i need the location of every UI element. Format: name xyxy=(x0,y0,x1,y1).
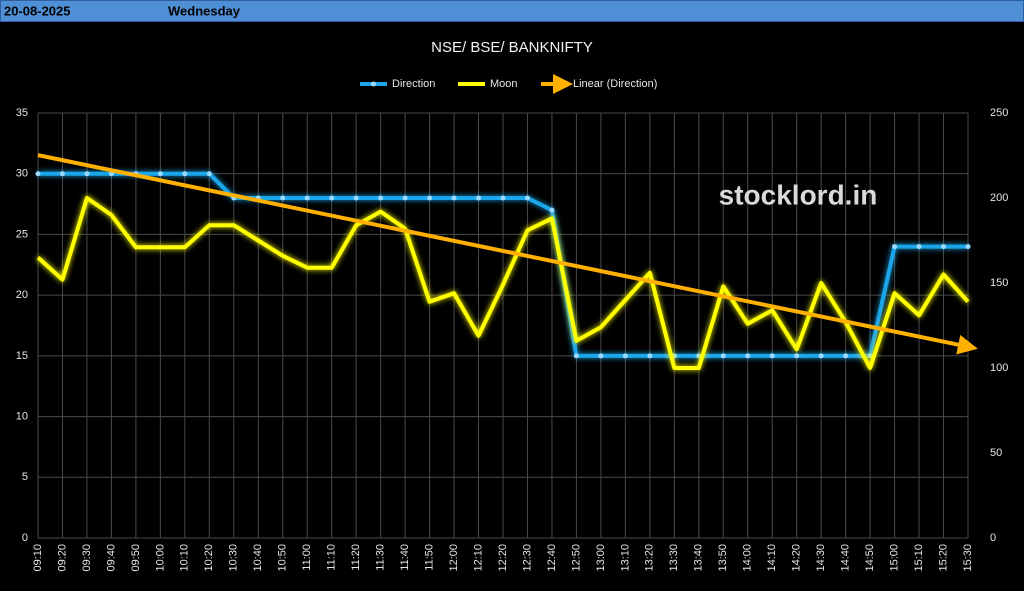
series-marker xyxy=(476,195,482,201)
x-tick-label: 09:10 xyxy=(32,544,44,572)
y-tick-label: 15 xyxy=(16,350,28,362)
y2-tick-label: 50 xyxy=(990,447,1002,459)
series-marker xyxy=(59,171,65,177)
series-marker xyxy=(941,244,947,250)
series-marker xyxy=(818,353,824,359)
y-tick-label: 35 xyxy=(16,107,28,119)
series-marker xyxy=(182,171,188,177)
y-tick-label: 10 xyxy=(16,410,28,422)
series-marker xyxy=(867,353,873,359)
x-tick-label: 09:20 xyxy=(56,544,68,572)
series-marker xyxy=(843,353,849,359)
series-marker xyxy=(916,244,922,250)
y2-tick-label: 0 xyxy=(990,532,996,544)
x-tick-label: 13:00 xyxy=(595,544,607,572)
x-tick-label: 15:20 xyxy=(937,544,949,572)
x-tick-label: 10:30 xyxy=(228,544,240,572)
header-date: 20-08-2025 xyxy=(4,3,71,18)
y2-tick-label: 250 xyxy=(990,107,1008,119)
x-tick-label: 14:40 xyxy=(840,544,852,572)
series-marker xyxy=(965,244,971,250)
series-marker xyxy=(598,353,604,359)
watermark: stocklord.in xyxy=(719,179,878,210)
series-marker xyxy=(329,195,335,201)
x-tick-label: 11:50 xyxy=(423,544,435,571)
x-tick-label: 09:30 xyxy=(81,544,93,572)
series-marker xyxy=(280,195,286,201)
legend-label: Linear (Direction) xyxy=(573,78,657,90)
x-tick-label: 15:00 xyxy=(888,544,900,572)
series-marker xyxy=(378,195,384,201)
x-tick-label: 11:00 xyxy=(301,544,313,571)
x-tick-label: 09:40 xyxy=(105,544,117,572)
series-marker xyxy=(500,195,506,201)
y-tick-label: 20 xyxy=(16,289,28,301)
x-tick-label: 12:40 xyxy=(546,544,558,572)
series-marker xyxy=(622,353,628,359)
series-marker xyxy=(794,353,800,359)
series-marker xyxy=(451,195,457,201)
y2-tick-label: 200 xyxy=(990,192,1008,204)
series-marker xyxy=(892,244,898,250)
x-tick-label: 13:50 xyxy=(717,544,729,572)
x-tick-label: 15:10 xyxy=(913,544,925,572)
x-tick-label: 09:50 xyxy=(130,544,142,572)
x-tick-label: 10:40 xyxy=(252,544,264,572)
series-marker xyxy=(84,171,90,177)
chart-title: NSE/ BSE/ BANKNIFTY xyxy=(431,39,593,56)
series-marker xyxy=(35,171,41,177)
x-tick-label: 12:00 xyxy=(448,544,460,572)
series-marker xyxy=(573,353,579,359)
series-marker xyxy=(353,195,359,201)
series-marker xyxy=(524,195,530,201)
y-tick-label: 5 xyxy=(22,471,28,483)
x-tick-label: 13:30 xyxy=(668,544,680,572)
trendline xyxy=(37,153,978,355)
y2-tick-label: 100 xyxy=(990,362,1008,374)
y-tick-label: 0 xyxy=(22,532,28,544)
x-tick-label: 10:10 xyxy=(179,544,191,572)
x-tick-label: 14:30 xyxy=(815,544,827,572)
legend-marker xyxy=(371,81,376,87)
x-tick-label: 12:30 xyxy=(521,544,533,572)
series-marker xyxy=(304,195,310,201)
legend-label: Moon xyxy=(490,78,518,90)
series-marker xyxy=(402,195,408,201)
x-tick-label: 13:10 xyxy=(619,544,631,572)
series-marker xyxy=(720,353,726,359)
series-marker xyxy=(157,171,163,177)
x-tick-label: 12:20 xyxy=(497,544,509,572)
x-tick-label: 14:00 xyxy=(742,544,754,572)
x-tick-label: 12:10 xyxy=(472,544,484,572)
series-marker xyxy=(206,171,212,177)
x-tick-label: 14:50 xyxy=(864,544,876,572)
header-bar xyxy=(0,0,1024,22)
series-marker xyxy=(549,207,555,213)
y-tick-label: 25 xyxy=(16,228,28,240)
x-tick-label: 12:50 xyxy=(570,544,582,572)
x-tick-label: 15:30 xyxy=(962,544,974,572)
y2-tick-label: 150 xyxy=(990,277,1008,289)
series-marker xyxy=(427,195,433,201)
x-tick-label: 10:20 xyxy=(203,544,215,572)
x-tick-label: 11:40 xyxy=(399,544,411,571)
legend-label: Direction xyxy=(392,78,435,90)
x-tick-label: 14:20 xyxy=(791,544,803,572)
x-tick-label: 10:50 xyxy=(277,544,289,572)
x-tick-label: 11:30 xyxy=(375,544,387,571)
series-marker xyxy=(647,353,653,359)
x-tick-label: 13:20 xyxy=(644,544,656,572)
series-marker xyxy=(745,353,751,359)
series-line xyxy=(36,196,970,370)
x-tick-label: 11:20 xyxy=(350,544,362,571)
x-tick-label: 10:00 xyxy=(154,544,166,572)
x-tick-label: 14:10 xyxy=(766,544,778,572)
x-tick-label: 13:40 xyxy=(693,544,705,572)
header-day: Wednesday xyxy=(168,3,241,18)
series-marker xyxy=(769,353,775,359)
x-tick-label: 11:10 xyxy=(326,544,338,571)
y-tick-label: 30 xyxy=(16,168,28,180)
